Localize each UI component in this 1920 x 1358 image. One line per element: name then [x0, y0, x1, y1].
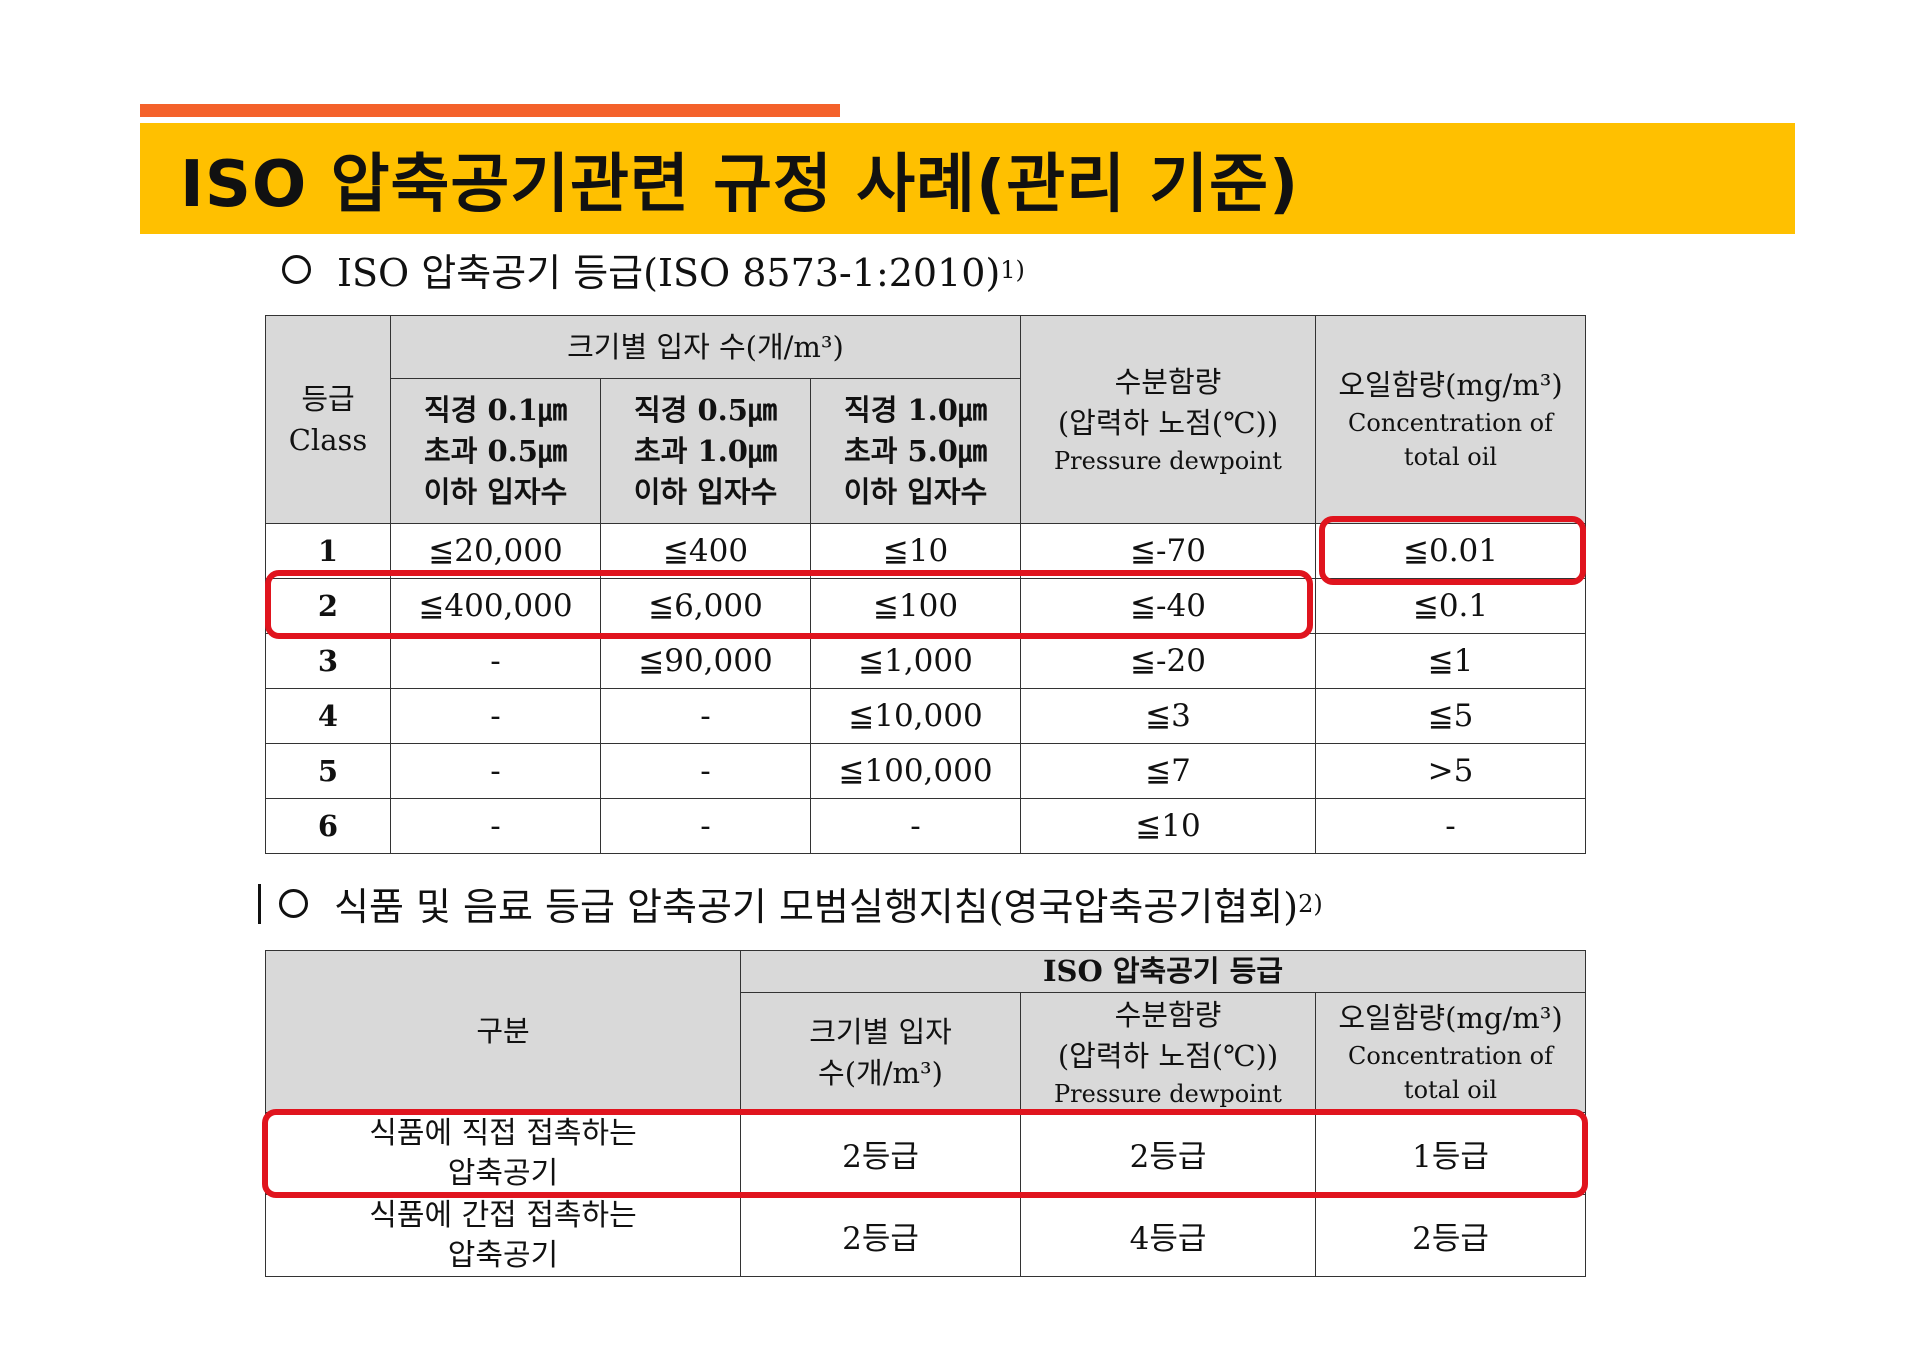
particle-col-1-header: 직경 0.1㎛ 초과 0.5㎛ 이하 입자수	[390, 378, 601, 524]
table-row: 4 - - ≦10,000 ≦3 ≦5	[265, 688, 1586, 744]
table-row: 6 - - - ≦10 -	[265, 798, 1586, 854]
class-header: 등급 Class	[265, 315, 391, 524]
circle-bullet-icon	[279, 889, 308, 918]
particle-col-2-header: 직경 0.5㎛ 초과 1.0㎛ 이하 입자수	[600, 378, 811, 524]
circle-bullet-icon	[282, 255, 311, 284]
table-row: 5 - - ≦100,000 ≦7 >5	[265, 743, 1586, 799]
table-row: 1 ≦20,000 ≦400 ≦10 ≦-70 ≦0.01	[265, 523, 1586, 579]
category-header: 구분	[265, 950, 741, 1113]
iso-grade-group-header: ISO 압축공기 등급	[739, 950, 1587, 993]
table-row: 3 - ≦90,000 ≦1,000 ≦-20 ≦1	[265, 633, 1586, 689]
table-row: 식품에 간접 접촉하는 압축공기 2등급 4등급 2등급	[265, 1194, 1587, 1277]
table-row: 식품에 직접 접촉하는 압축공기 2등급 2등급 1등급	[265, 1112, 1587, 1195]
table-row: 2 ≦400,000 ≦6,000 ≦100 ≦-40 ≦0.1	[265, 578, 1586, 634]
vertical-bar	[258, 883, 261, 924]
moisture-header: 수분함량 (압력하 노점(℃)) Pressure dewpoint	[1020, 992, 1316, 1113]
page-title: ISO 압축공기관련 규정 사례(관리 기준)	[180, 147, 1300, 222]
section2-heading: 식품 및 음료 등급 압축공기 모범실행지침(영국압축공기협회) 2)	[258, 876, 1323, 931]
section1-heading-text: ISO 압축공기 등급(ISO 8573-1:2010)	[337, 251, 1001, 295]
section2-footnote: 2)	[1298, 889, 1323, 918]
section2-heading-text: 식품 및 음료 등급 압축공기 모범실행지침(영국압축공기협회)	[334, 885, 1299, 929]
food-grade-table: 구분 ISO 압축공기 등급 크기별 입자 수(개/m³) 수분함량 (압력하 노점…	[265, 950, 1587, 1277]
iso-class-table: 등급 Class 크기별 입자 수(개/m³) 수분함량 (압력하 노점(℃))…	[265, 315, 1586, 854]
oil-header: 오일함량(mg/m³) Concentration of total oil	[1315, 315, 1586, 524]
title-band: ISO 압축공기관련 규정 사례(관리 기준)	[140, 123, 1795, 234]
oil-header: 오일함량(mg/m³) Concentration of total oil	[1314, 992, 1587, 1113]
moisture-header: 수분함량 (압력하 노점(℃)) Pressure dewpoint	[1020, 315, 1316, 524]
accent-bar	[140, 104, 840, 117]
particle-group-header: 크기별 입자 수(개/m³)	[390, 315, 1021, 379]
particle-col-3-header: 직경 1.0㎛ 초과 5.0㎛ 이하 입자수	[810, 378, 1021, 524]
section1-footnote: 1)	[1000, 255, 1025, 284]
section1-heading: ISO 압축공기 등급(ISO 8573-1:2010) 1)	[282, 242, 1025, 297]
particle-header: 크기별 입자 수(개/m³)	[740, 992, 1021, 1113]
